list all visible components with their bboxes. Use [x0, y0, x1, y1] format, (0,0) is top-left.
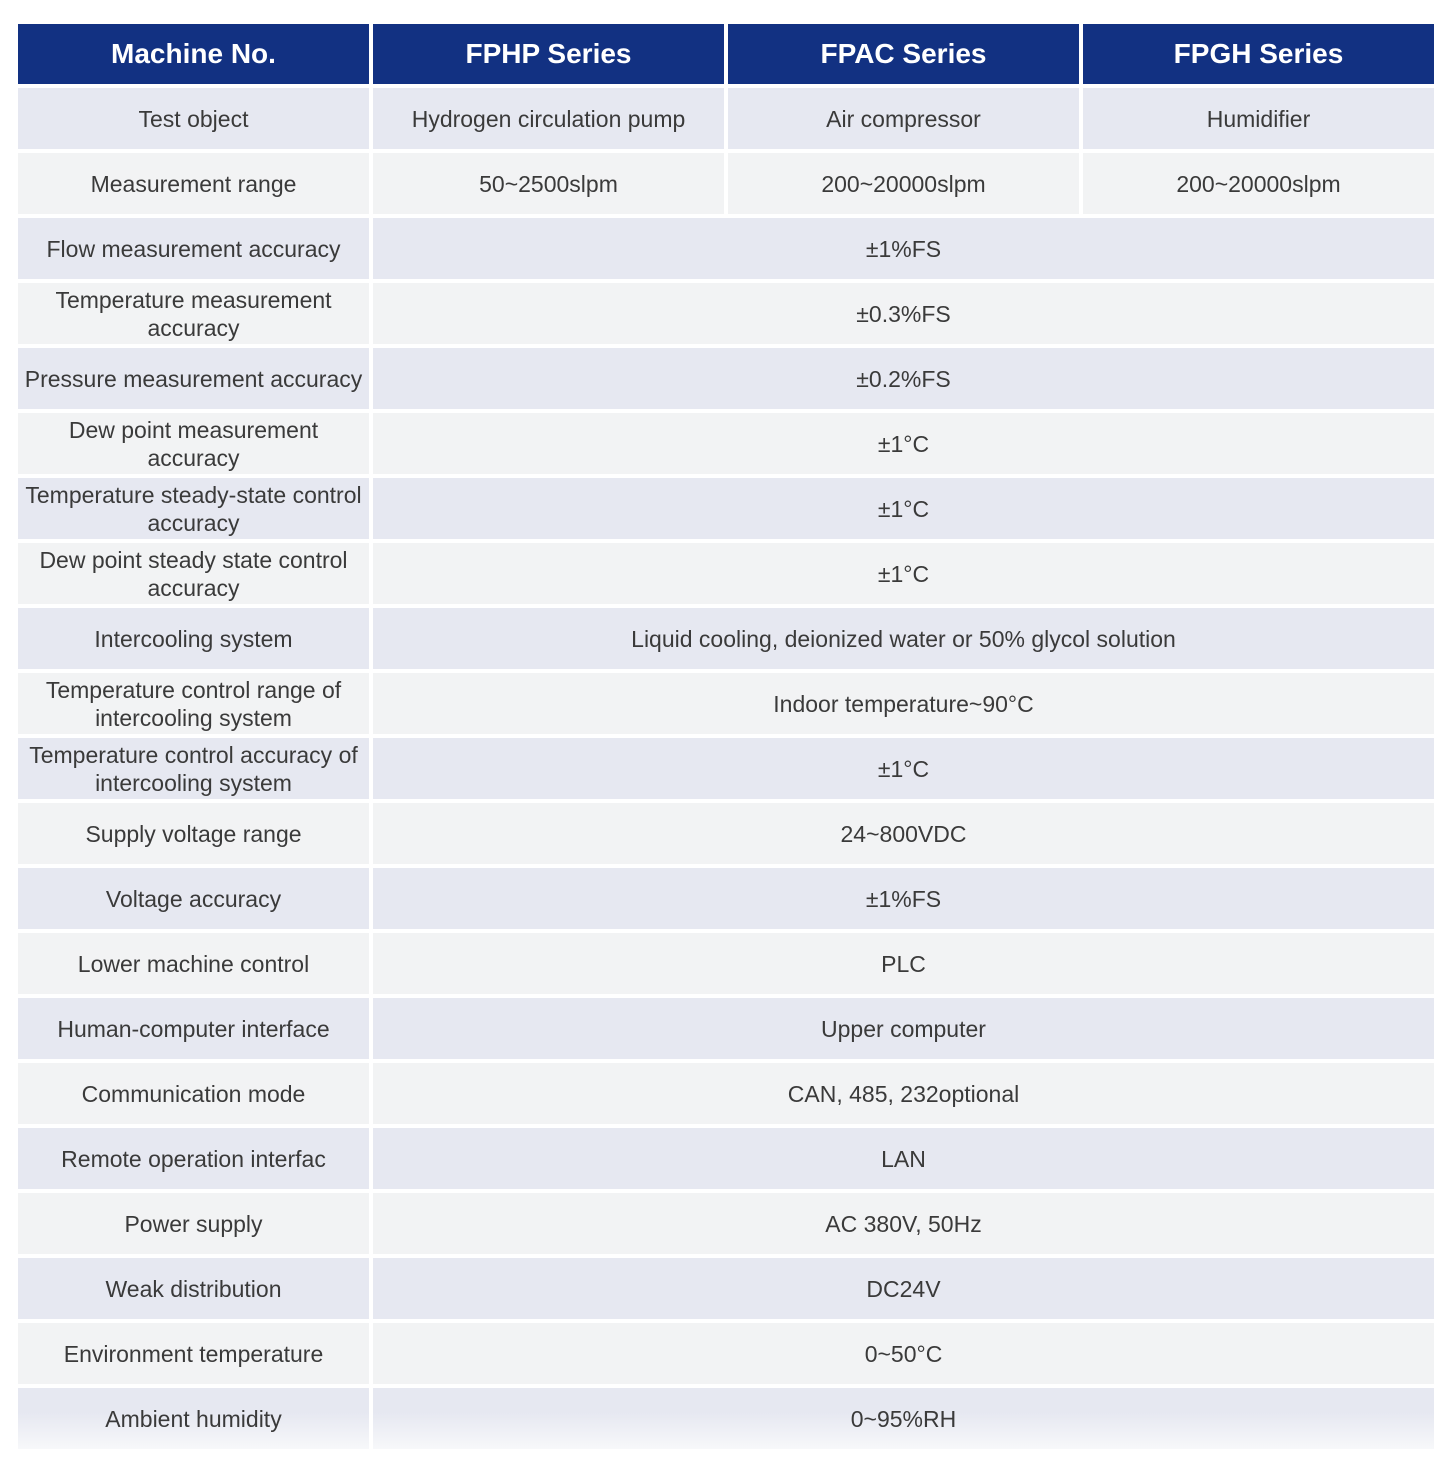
row-label: Communication mode — [18, 1063, 369, 1124]
row-shared-value: CAN, 485, 232optional — [373, 1063, 1434, 1124]
row-label: Measurement range — [18, 153, 369, 214]
table-row: Remote operation interfac LAN — [18, 1128, 1434, 1189]
row-label: Temperature control range of intercoolin… — [18, 673, 369, 734]
row-value-cell: Air compressor — [728, 88, 1079, 149]
table-row: Ambient humidity 0~95%RH — [18, 1388, 1434, 1449]
row-shared-value: ±1%FS — [373, 218, 1434, 279]
table-row: Pressure measurement accuracy ±0.2%FS — [18, 348, 1434, 409]
header-machine-no: Machine No. — [18, 24, 369, 84]
row-label: Environment temperature — [18, 1323, 369, 1384]
table-row: Flow measurement accuracy ±1%FS — [18, 218, 1434, 279]
row-shared-value: ±1°C — [373, 738, 1434, 799]
row-label: Temperature measurement accuracy — [18, 283, 369, 344]
row-label: Lower machine control — [18, 933, 369, 994]
table-row: Weak distribution DC24V — [18, 1258, 1434, 1319]
table-row: Measurement range 50~2500slpm 200~20000slp… — [18, 153, 1434, 214]
header-row: Machine No. FPHP Series FPAC Series FPGH… — [18, 24, 1434, 84]
row-shared-value: Liquid cooling, deionized water or 50% g… — [373, 608, 1434, 669]
row-shared-value: PLC — [373, 933, 1434, 994]
row-shared-value: ±1°C — [373, 543, 1434, 604]
spec-table: Machine No. FPHP Series FPAC Series FPGH… — [14, 20, 1438, 1453]
row-label: Test object — [18, 88, 369, 149]
row-label: Human-computer interface — [18, 998, 369, 1059]
table-row: Temperature steady-state control accurac… — [18, 478, 1434, 539]
table-row: Dew point measurement accuracy ±1°C — [18, 413, 1434, 474]
row-shared-value: ±0.2%FS — [373, 348, 1434, 409]
table-row: Supply voltage range 24~800VDC — [18, 803, 1434, 864]
row-label: Weak distribution — [18, 1258, 369, 1319]
row-shared-value: LAN — [373, 1128, 1434, 1189]
row-label: Pressure measurement accuracy — [18, 348, 369, 409]
row-shared-value: ±1°C — [373, 478, 1434, 539]
row-label: Voltage accuracy — [18, 868, 369, 929]
table-row: Temperature measurement accuracy ±0.3%FS — [18, 283, 1434, 344]
row-shared-value: 24~800VDC — [373, 803, 1434, 864]
header-fphp-series: FPHP Series — [373, 24, 724, 84]
row-label: Dew point steady state control accuracy — [18, 543, 369, 604]
row-shared-value: ±0.3%FS — [373, 283, 1434, 344]
table-row: Intercooling system Liquid cooling, deion… — [18, 608, 1434, 669]
row-value-cell: 50~2500slpm — [373, 153, 724, 214]
row-shared-value: Indoor temperature~90°C — [373, 673, 1434, 734]
table-row: Voltage accuracy ±1%FS — [18, 868, 1434, 929]
table-row: Temperature control range of intercoolin… — [18, 673, 1434, 734]
row-shared-value: ±1°C — [373, 413, 1434, 474]
header-fpgh-series: FPGH Series — [1083, 24, 1434, 84]
row-shared-value: 0~95%RH — [373, 1388, 1434, 1449]
row-value-cell: Humidifier — [1083, 88, 1434, 149]
row-shared-value: DC24V — [373, 1258, 1434, 1319]
table-row: Communication mode CAN, 485, 232optional — [18, 1063, 1434, 1124]
table-row: Test object Hydrogen circulation pump Air … — [18, 88, 1434, 149]
table-row: Temperature control accuracy of intercoo… — [18, 738, 1434, 799]
row-label: Power supply — [18, 1193, 369, 1254]
row-value-cell: Hydrogen circulation pump — [373, 88, 724, 149]
row-shared-value: Upper computer — [373, 998, 1434, 1059]
row-label: Temperature control accuracy of intercoo… — [18, 738, 369, 799]
row-label: Remote operation interfac — [18, 1128, 369, 1189]
row-value-cell: 200~20000slpm — [1083, 153, 1434, 214]
spec-table-container: Machine No. FPHP Series FPAC Series FPGH… — [18, 24, 1434, 1449]
table-row: Lower machine control PLC — [18, 933, 1434, 994]
header-fpac-series: FPAC Series — [728, 24, 1079, 84]
row-label: Flow measurement accuracy — [18, 218, 369, 279]
table-row: Environment temperature 0~50°C — [18, 1323, 1434, 1384]
table-row: Power supply AC 380V, 50Hz — [18, 1193, 1434, 1254]
row-value-cell: 200~20000slpm — [728, 153, 1079, 214]
row-label: Ambient humidity — [18, 1388, 369, 1449]
row-shared-value: 0~50°C — [373, 1323, 1434, 1384]
row-shared-value: AC 380V, 50Hz — [373, 1193, 1434, 1254]
row-label: Supply voltage range — [18, 803, 369, 864]
row-label: Intercooling system — [18, 608, 369, 669]
table-row: Human-computer interface Upper computer — [18, 998, 1434, 1059]
row-label: Temperature steady-state control accurac… — [18, 478, 369, 539]
row-shared-value: ±1%FS — [373, 868, 1434, 929]
table-body: Test object Hydrogen circulation pump Air … — [18, 88, 1434, 1449]
row-label: Dew point measurement accuracy — [18, 413, 369, 474]
table-row: Dew point steady state control accuracy ±… — [18, 543, 1434, 604]
